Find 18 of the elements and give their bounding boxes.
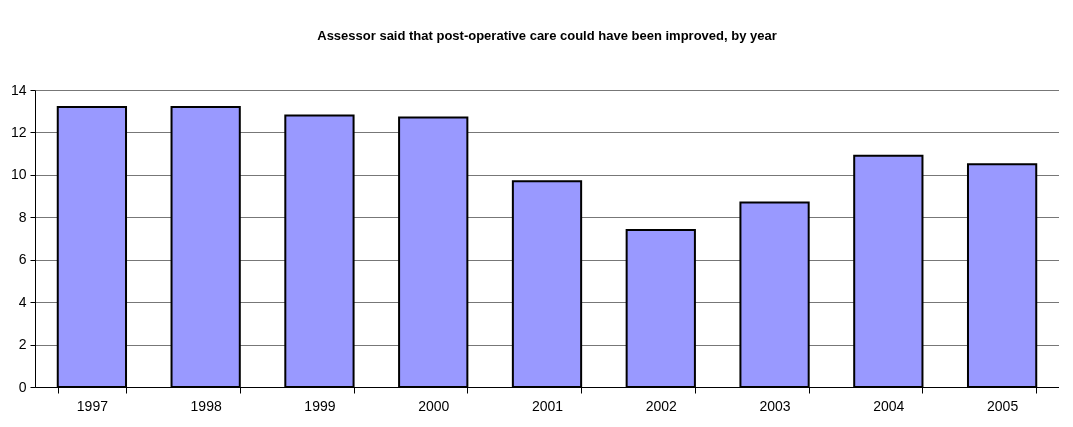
x-tick-label: 2005 <box>987 397 1019 414</box>
x-tick-label: 2000 <box>418 397 450 414</box>
y-tick-label: 10 <box>10 166 27 183</box>
y-tick-label: 8 <box>18 208 27 225</box>
x-tick-label: 1997 <box>76 397 109 414</box>
y-tick-label: 0 <box>18 378 27 395</box>
y-tick-label: 4 <box>18 293 27 310</box>
x-tick-label: 2003 <box>759 397 791 414</box>
y-tick-label: 6 <box>18 251 27 268</box>
y-tick-label: 14 <box>10 81 27 98</box>
x-tick-label: 2002 <box>645 397 678 414</box>
x-tick-label: 1999 <box>304 397 336 414</box>
x-tick-label: 2001 <box>531 397 564 414</box>
x-tick-label: 1998 <box>190 397 222 414</box>
x-tick-label: 2004 <box>873 397 905 414</box>
chart-title: Assessor said that post-operative care could have been improved, by year <box>317 28 777 43</box>
y-tick-label: 12 <box>10 123 27 140</box>
y-tick-label: 2 <box>18 336 27 353</box>
